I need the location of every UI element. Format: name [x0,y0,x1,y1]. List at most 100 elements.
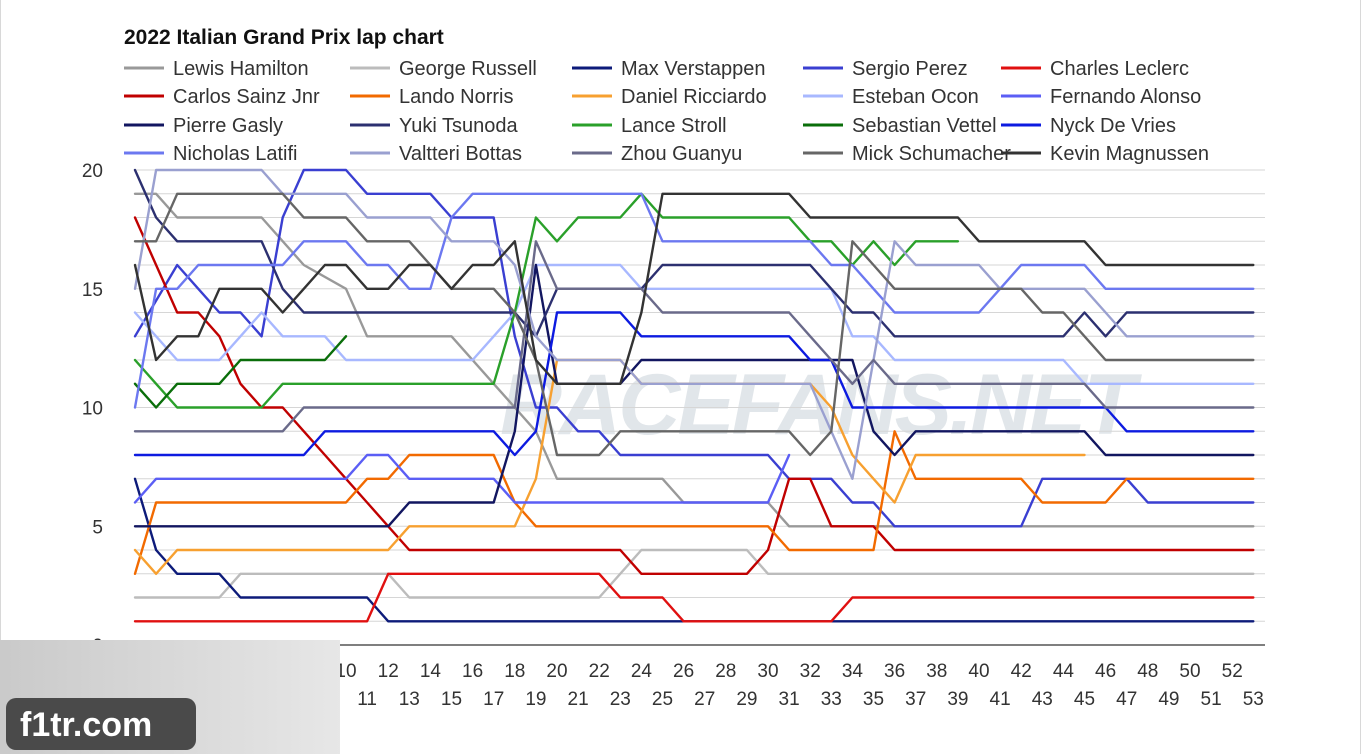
series-line [133,263,1255,385]
x-tick-label: 11 [357,689,377,710]
legend-item: Yuki Tsunoda [350,115,518,137]
series-line [133,335,348,409]
legend-label: Daniel Ricciardo [621,86,767,108]
y-tick-label: 20 [82,161,103,182]
x-tick-label: 39 [947,689,968,710]
x-tick-label: 26 [673,661,694,682]
legend-item: Nyck De Vries [1001,115,1176,137]
legend-item: Max Verstappen [572,58,766,80]
legend-label: George Russell [399,58,537,80]
legend-label: Lando Norris [399,86,514,108]
legend-item: Lando Norris [350,86,514,108]
chart-title: 2022 Italian Grand Prix lap chart [124,26,444,49]
legend-item: Kevin Magnussen [1001,143,1209,165]
legend-item: Nicholas Latifi [124,143,298,165]
x-tick-label: 15 [441,689,462,710]
x-tick-label: 44 [1053,661,1075,682]
x-tick-label: 21 [568,689,589,710]
series-line [133,192,1255,457]
x-tick-label: 40 [968,661,989,682]
legend-label: Mick Schumacher [852,143,1011,165]
y-tick-label: 10 [82,399,103,420]
x-tick-label: 38 [926,661,947,682]
series-lines [133,168,1255,623]
legend-label: Esteban Ocon [852,86,979,108]
series-line [133,192,1255,385]
x-tick-label: 34 [842,661,864,682]
x-tick-label: 19 [525,689,546,710]
x-tick-label: 46 [1095,661,1116,682]
x-tick-label: 50 [1179,661,1200,682]
x-tick-label: 22 [589,661,610,682]
x-tick-label: 30 [757,661,778,682]
series-line [133,240,1255,433]
legend-item: Zhou Guanyu [572,143,742,165]
x-tick-label: 12 [378,661,399,682]
series-line [133,168,1255,480]
x-tick-label: 43 [1032,689,1053,710]
legend-label: Max Verstappen [621,58,766,80]
x-tick-label: 24 [631,661,653,682]
series-line [133,477,1255,623]
legend-label: Sebastian Vettel [852,115,997,137]
series-line [133,358,1086,575]
legend-label: Sergio Perez [852,58,968,80]
legend-item: Carlos Sainz Jnr [124,86,320,108]
x-tick-label: 49 [1158,689,1179,710]
legend-label: Kevin Magnussen [1050,143,1209,165]
x-tick-label: 45 [1074,689,1095,710]
legend-label: Lewis Hamilton [173,58,309,80]
legend-item: Sebastian Vettel [803,115,997,137]
legend-item: Fernando Alonso [1001,86,1201,108]
legend-label: Yuki Tsunoda [399,115,518,137]
legend-item: Lance Stroll [572,115,727,137]
x-tick-label: 35 [863,689,884,710]
x-tick-label: 42 [1011,661,1032,682]
x-tick-label: 13 [399,689,420,710]
legend-label: Carlos Sainz Jnr [173,86,320,108]
x-tick-label: 33 [821,689,842,710]
series-line [133,192,960,409]
x-tick-label: 41 [990,689,1011,710]
series-line [133,168,1255,528]
legend-item: Charles Leclerc [1001,58,1189,80]
series-line [133,453,791,504]
series-line [133,192,1255,409]
x-tick-label: 37 [905,689,926,710]
x-tick-label: 36 [884,661,905,682]
y-tick-label: 15 [82,280,103,301]
x-tick-label: 18 [504,661,525,682]
x-tick-label: 31 [779,689,800,710]
legend-label: Pierre Gasly [173,115,283,137]
x-tick-label: 17 [483,689,504,710]
x-tick-label: 23 [610,689,631,710]
legend-item: Lewis Hamilton [124,58,309,80]
legend-item: Esteban Ocon [803,86,979,108]
x-tick-label: 14 [420,661,442,682]
legend-label: Fernando Alonso [1050,86,1201,108]
legend-item: Mick Schumacher [803,143,1011,165]
legend-label: Zhou Guanyu [621,143,742,165]
legend-label: Nicholas Latifi [173,143,298,165]
series-line [133,216,1255,575]
x-tick-label: 32 [800,661,821,682]
legend-item: Valtteri Bottas [350,143,522,165]
x-tick-label: 10 [335,661,356,682]
legend-item: Daniel Ricciardo [572,86,767,108]
x-tick-label: 20 [546,661,567,682]
x-tick-label: 29 [736,689,757,710]
f1tr-badge [6,698,196,750]
legend-label: Valtteri Bottas [399,143,522,165]
racefans-watermark: RACEFANS.NET [500,357,1136,453]
x-tick-label: 53 [1243,689,1264,710]
x-tick-label: 28 [715,661,736,682]
y-tick-label: 5 [92,517,103,538]
legend: Lewis Hamilton George Russell Max Verstapp… [124,58,1209,165]
series-line [133,311,1255,457]
axes: 0510152010121416182022242628303234363840… [82,161,1265,710]
x-tick-label: 25 [652,689,673,710]
x-tick-label: 48 [1137,661,1158,682]
series-line [133,572,1255,623]
legend-label: Charles Leclerc [1050,58,1189,80]
